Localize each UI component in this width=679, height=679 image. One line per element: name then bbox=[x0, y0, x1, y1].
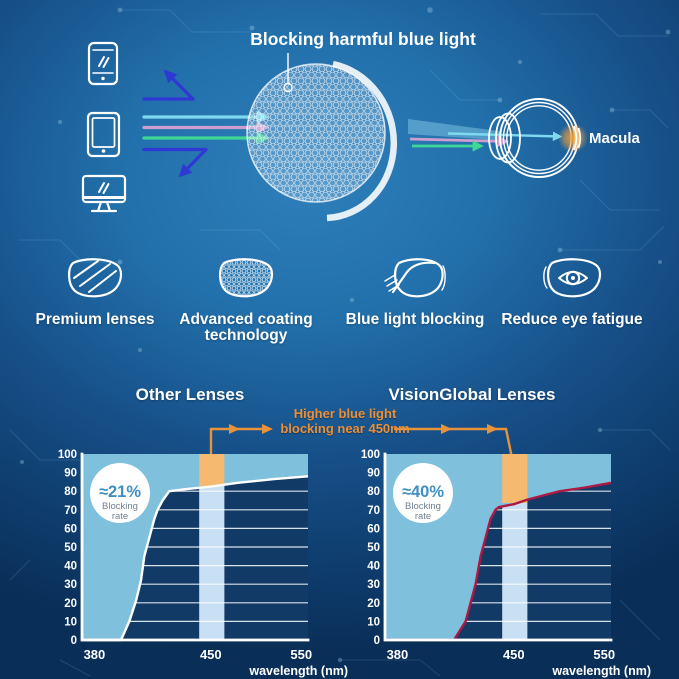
right-chart-title: VisionGlobal Lenses bbox=[388, 385, 556, 404]
macula-label: Macula bbox=[589, 130, 641, 147]
svg-text:70: 70 bbox=[64, 505, 77, 517]
chart-plot: 0 10 20 30 40 50 60 70 80 90 100 380 450 550 wavelengt… bbox=[58, 449, 348, 678]
svg-text:50: 50 bbox=[64, 542, 77, 554]
svg-text:380: 380 bbox=[387, 647, 409, 662]
svg-text:450: 450 bbox=[503, 647, 525, 662]
svg-text:rate: rate bbox=[112, 511, 128, 522]
features-row: Premium lenses Advanced coating technolo… bbox=[0, 256, 679, 366]
arrowhead bbox=[487, 424, 498, 434]
svg-text:80: 80 bbox=[64, 486, 77, 498]
feature-advanced-coating: Advanced coating technology bbox=[171, 256, 321, 345]
hero-diagram: Blocking harmful blue light Macula bbox=[81, 29, 641, 222]
svg-text:70: 70 bbox=[367, 505, 380, 517]
visionglobal-lenses-chart: 0 10 20 30 40 50 60 70 80 90 100 380 450 550 wavelengt… bbox=[355, 448, 655, 679]
lens-callout-label: Blocking harmful blue light bbox=[250, 29, 476, 49]
feature-label: Advanced coating technology bbox=[179, 311, 313, 345]
svg-text:90: 90 bbox=[64, 468, 77, 480]
arrowhead bbox=[229, 424, 240, 434]
svg-text:10: 10 bbox=[367, 616, 380, 628]
feature-premium-lenses: Premium lenses bbox=[20, 256, 170, 328]
svg-text:380: 380 bbox=[84, 647, 106, 662]
cornea bbox=[488, 116, 512, 160]
feature-reduce-eye-fatigue: Reduce eye fatigue bbox=[492, 256, 652, 328]
svg-text:450: 450 bbox=[200, 647, 222, 662]
svg-text:rate: rate bbox=[415, 511, 431, 522]
svg-text:0: 0 bbox=[374, 635, 380, 647]
feature-label: Reduce eye fatigue bbox=[501, 311, 643, 328]
svg-text:Blocking: Blocking bbox=[102, 501, 138, 512]
premium-lens-icon bbox=[68, 258, 123, 298]
svg-text:wavelength (nm): wavelength (nm) bbox=[248, 664, 348, 678]
feature-label: Premium lenses bbox=[35, 311, 155, 328]
band-annotation: Higher blue light blocking near 450nm bbox=[280, 406, 410, 436]
feature-label: Blue light blocking bbox=[345, 311, 485, 328]
other-lenses-chart: 0 10 20 30 40 50 60 70 80 90 100 380 450 550 wavelengt… bbox=[52, 448, 352, 679]
svg-text:40: 40 bbox=[367, 561, 380, 573]
macula-glow bbox=[558, 123, 588, 153]
svg-text:Blocking: Blocking bbox=[405, 501, 441, 512]
svg-text:0: 0 bbox=[71, 635, 77, 647]
svg-text:10: 10 bbox=[64, 616, 77, 628]
svg-text:100: 100 bbox=[361, 449, 380, 461]
svg-text:40: 40 bbox=[64, 561, 77, 573]
svg-text:30: 30 bbox=[64, 579, 77, 591]
eye-lens bbox=[495, 112, 521, 164]
svg-text:60: 60 bbox=[367, 523, 380, 535]
svg-text:60: 60 bbox=[64, 523, 77, 535]
svg-text:≈21%: ≈21% bbox=[99, 483, 141, 501]
macula-marks bbox=[573, 125, 582, 151]
monitor-icon bbox=[81, 174, 127, 213]
blue-light-blocking-lens-icon bbox=[384, 258, 446, 298]
svg-text:50: 50 bbox=[367, 542, 380, 554]
feature-blue-light-blocking: Blue light blocking bbox=[335, 256, 495, 328]
svg-text:20: 20 bbox=[367, 598, 380, 610]
arrowhead bbox=[441, 424, 452, 434]
svg-text:90: 90 bbox=[367, 468, 380, 480]
phone-icon bbox=[87, 41, 119, 86]
blue-reflected-arrow-down bbox=[178, 148, 207, 178]
svg-text:wavelength (nm): wavelength (nm) bbox=[551, 664, 651, 678]
svg-text:20: 20 bbox=[64, 598, 77, 610]
svg-text:100: 100 bbox=[58, 449, 77, 461]
svg-text:550: 550 bbox=[593, 647, 615, 662]
left-chart-title: Other Lenses bbox=[135, 385, 245, 404]
lens-rim bbox=[326, 60, 398, 222]
eye-lens-icon bbox=[543, 258, 602, 298]
transmitted-beam bbox=[408, 119, 502, 141]
callout-leader-dot bbox=[283, 82, 293, 93]
blue-reflected-arrow-up bbox=[163, 69, 194, 100]
coating-lens-icon bbox=[219, 258, 274, 298]
svg-text:80: 80 bbox=[367, 486, 380, 498]
chart-plot: 0 10 20 30 40 50 60 70 80 90 100 380 450 550 wavelengt… bbox=[361, 449, 651, 678]
svg-text:550: 550 bbox=[290, 647, 312, 662]
svg-text:30: 30 bbox=[367, 579, 380, 591]
coated-lens bbox=[246, 60, 398, 222]
svg-text:≈40%: ≈40% bbox=[402, 483, 444, 501]
tablet-icon bbox=[86, 111, 121, 158]
